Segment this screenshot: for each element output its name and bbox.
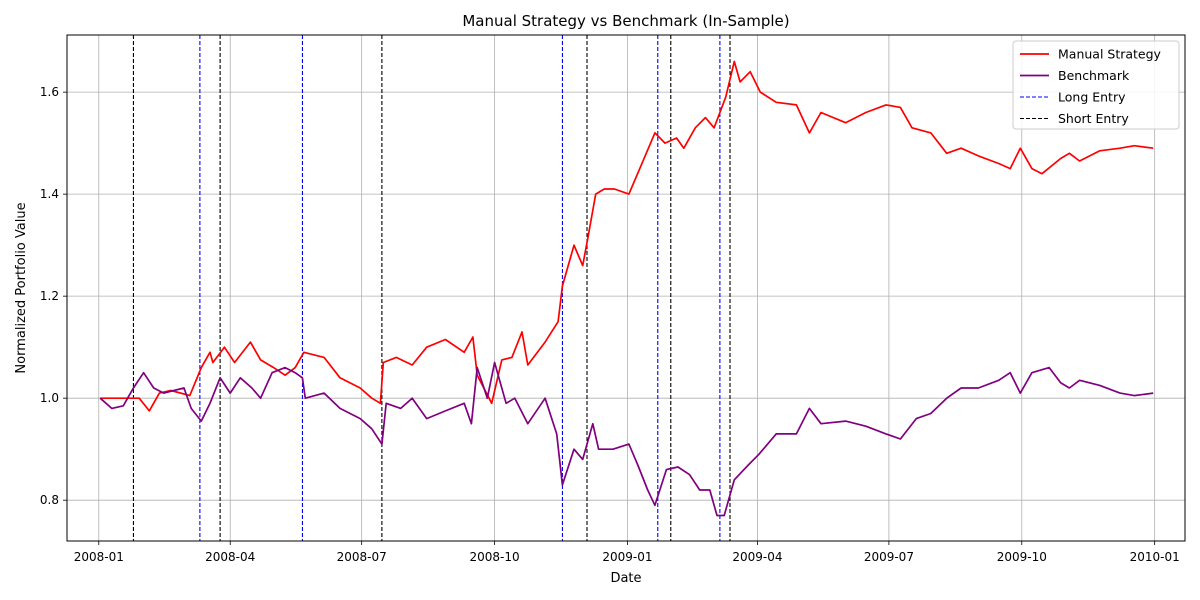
- chart-title: Manual Strategy vs Benchmark (In-Sample): [462, 12, 789, 30]
- x-tick-label: 2010-01: [1130, 550, 1180, 564]
- manual-strategy-line: [100, 60, 1154, 412]
- legend-label-short-entry: Short Entry: [1058, 111, 1129, 126]
- legend: Manual Strategy Benchmark Long Entry Short …: [1012, 40, 1180, 130]
- x-axis-ticks: 2008-01 2008-04 2008-07 2008-10 2009-01 2009-…: [74, 541, 1180, 564]
- y-tick-label: 0.8: [40, 493, 59, 507]
- x-tick-label: 2008-10: [469, 550, 519, 564]
- y-axis-label: Normalized Portfolio Value: [14, 202, 29, 373]
- grid-lines: [67, 35, 1185, 541]
- y-tick-label: 1.2: [40, 289, 59, 303]
- plot-frame: [66, 34, 1186, 542]
- y-axis-ticks: 0.8 1.0 1.2 1.4 1.6: [40, 85, 67, 507]
- x-tick-label: 2009-01: [602, 550, 652, 564]
- y-tick-label: 1.6: [40, 85, 59, 99]
- legend-label-benchmark: Benchmark: [1058, 68, 1130, 83]
- series-lines: [99, 60, 1154, 517]
- y-tick-label: 1.4: [40, 187, 59, 201]
- x-tick-label: 2008-01: [74, 550, 124, 564]
- legend-label-long-entry: Long Entry: [1058, 90, 1126, 105]
- x-tick-label: 2009-04: [732, 550, 782, 564]
- benchmark-line: [99, 361, 1154, 517]
- x-tick-label: 2008-04: [205, 550, 255, 564]
- x-tick-label: 2009-10: [997, 550, 1047, 564]
- x-axis-label: Date: [610, 571, 641, 586]
- x-tick-label: 2008-07: [337, 550, 387, 564]
- x-tick-label: 2009-07: [864, 550, 914, 564]
- legend-label-manual-strategy: Manual Strategy: [1058, 47, 1162, 62]
- entry-lines: [132, 35, 731, 541]
- legend-box: [1012, 40, 1180, 130]
- y-tick-label: 1.0: [40, 391, 59, 405]
